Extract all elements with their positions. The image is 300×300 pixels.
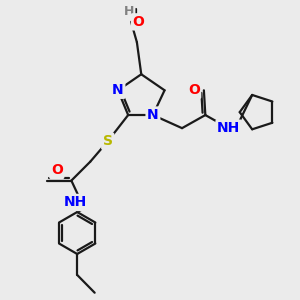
Text: O: O bbox=[132, 15, 144, 29]
Text: H: H bbox=[124, 5, 134, 18]
Text: O: O bbox=[188, 83, 200, 97]
Text: S: S bbox=[103, 134, 113, 148]
Text: N: N bbox=[147, 108, 159, 122]
Text: O: O bbox=[51, 164, 63, 177]
Text: NH: NH bbox=[217, 121, 240, 135]
Text: N: N bbox=[112, 83, 124, 97]
Text: NH: NH bbox=[64, 195, 87, 209]
